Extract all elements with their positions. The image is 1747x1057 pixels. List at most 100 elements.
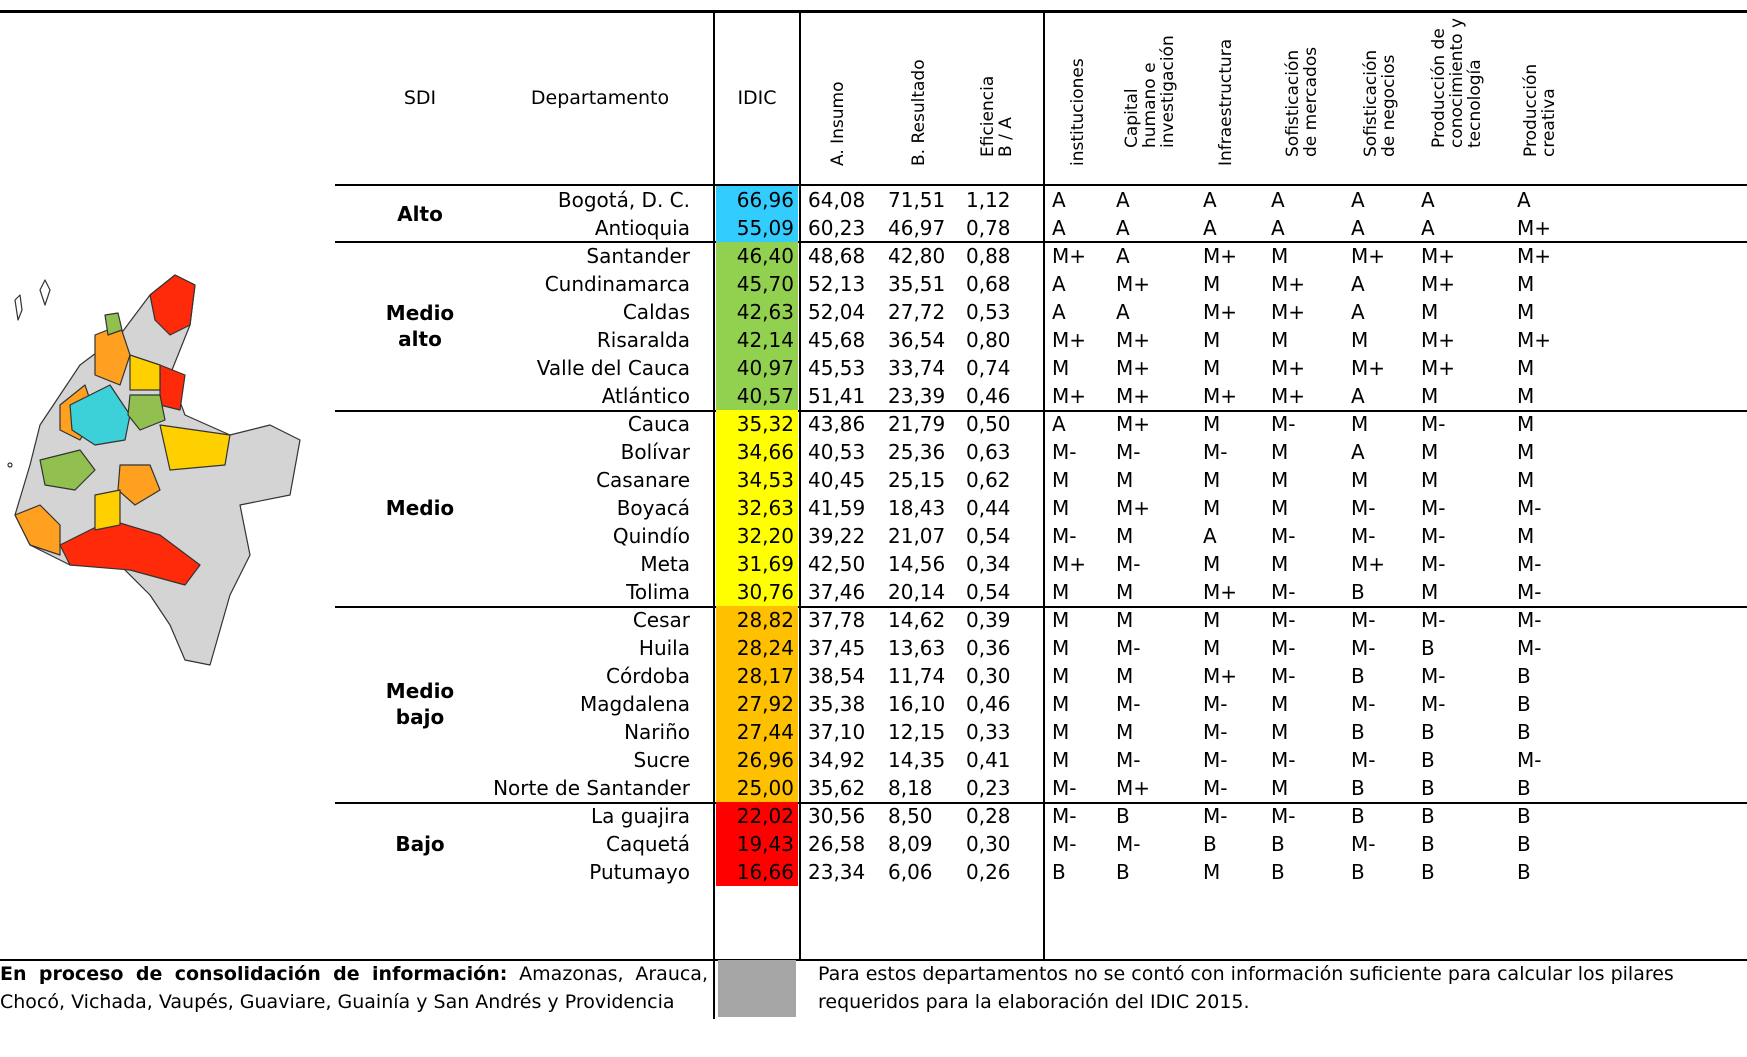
pillar-cell: A [1203, 524, 1217, 548]
pillar-cell: M+ [1271, 356, 1306, 380]
pillar-cell: M+ [1271, 384, 1306, 408]
pillar-cell: B [1116, 804, 1130, 828]
footer-left-bold: En proceso de consolidación de informaci… [0, 963, 508, 985]
pillar-cell: M- [1052, 832, 1077, 856]
resultado-cell: 27,72 [888, 300, 946, 324]
pillar-cell: M [1271, 440, 1289, 464]
departamento-cell: Caldas [622, 300, 690, 324]
pillar-cell: M- [1052, 804, 1077, 828]
departamento-cell: Nariño [624, 720, 690, 744]
pillar-cell: M [1203, 356, 1221, 380]
pillar-cell: M+ [1203, 664, 1238, 688]
pillar-cell: A [1052, 300, 1066, 324]
eficiencia-cell: 0,88 [966, 244, 1011, 268]
pillar-cell: M+ [1421, 244, 1456, 268]
idic-right-rule [799, 13, 801, 960]
pillar-cell: M [1271, 692, 1289, 716]
pillar-cell: A [1517, 188, 1531, 212]
eficiencia-cell: 0,30 [966, 664, 1011, 688]
insumo-cell: 40,45 [808, 468, 866, 492]
pillar-cell: B [1351, 720, 1365, 744]
pillar-cell: B [1517, 860, 1531, 884]
insumo-cell: 30,56 [808, 804, 866, 828]
pillar-cell: A [1351, 188, 1365, 212]
pillar-cell: M [1271, 328, 1289, 352]
pillar-cell: M+ [1116, 412, 1151, 436]
pillar-cell: M [1517, 412, 1535, 436]
pillar-cell: M+ [1203, 384, 1238, 408]
pillar-cell: M [1517, 272, 1535, 296]
footer-left-text: Amazonas, Arauca, Chocó, Vichada, Vaupés… [0, 963, 708, 1013]
pillar-cell: M [1116, 580, 1134, 604]
pillar-cell: M+ [1116, 496, 1151, 520]
sdi-group-label: Medio alto [385, 301, 455, 351]
departamento-cell: Bolívar [620, 440, 690, 464]
idic-cell: 27,44 [716, 718, 798, 746]
sdi-group-label: Medio [385, 496, 455, 520]
pillar-cell: M [1116, 524, 1134, 548]
footer-left: En proceso de consolidación de informaci… [0, 960, 708, 1016]
pillar-cell: M- [1517, 580, 1542, 604]
pillar-cell: M- [1421, 664, 1446, 688]
pillar-cell: M [1271, 468, 1289, 492]
departamento-cell: La guajira [591, 804, 690, 828]
pillar-cell: M [1116, 720, 1134, 744]
pillar-cell: M- [1421, 412, 1446, 436]
eficiencia-cell: 0,54 [966, 580, 1011, 604]
pillar-cell: M- [1052, 440, 1077, 464]
pillar-cell: M [1052, 468, 1070, 492]
map-region-yellow-1 [159, 424, 231, 471]
resultado-cell: 14,35 [888, 748, 946, 772]
eficiencia-cell: 0,78 [966, 216, 1011, 240]
pillar-cell: M- [1351, 636, 1376, 660]
pillar-cell: M [1116, 608, 1134, 632]
group-rule-1 [335, 241, 1747, 243]
idic-cell: 16,66 [716, 858, 798, 886]
departamento-cell: Bogotá, D. C. [557, 188, 690, 212]
resultado-cell: 21,07 [888, 524, 946, 548]
insumo-cell: 23,34 [808, 860, 866, 884]
resultado-cell: 25,15 [888, 468, 946, 492]
idic-cell: 30,76 [716, 578, 798, 606]
resultado-cell: 33,74 [888, 356, 946, 380]
resultado-cell: 16,10 [888, 692, 946, 716]
pillar-cell: M+ [1271, 300, 1306, 324]
departamento-cell: Santander [586, 244, 690, 268]
pillar-cell: M [1517, 300, 1535, 324]
idic-cell: 32,63 [716, 494, 798, 522]
pillar-cell: M [1116, 664, 1134, 688]
resultado-cell: 46,97 [888, 216, 946, 240]
idic-cell: 45,70 [716, 270, 798, 298]
pillar-cell: M [1052, 496, 1070, 520]
map-region-orange-center [117, 464, 161, 506]
pillar-cell: M- [1517, 636, 1542, 660]
pillar-cell: M- [1271, 524, 1296, 548]
header-resultado: B. Resultado [909, 59, 929, 166]
insumo-cell: 60,23 [808, 216, 866, 240]
pillar-cell: M [1421, 580, 1439, 604]
pillar-cell: M+ [1116, 776, 1151, 800]
eficiencia-cell: 0,39 [966, 608, 1011, 632]
eficiencia-cell: 0,74 [966, 356, 1011, 380]
pillar-cell: M- [1203, 748, 1228, 772]
header-bottom-rule [335, 184, 1747, 186]
pillar-cell: A [1351, 272, 1365, 296]
eficiencia-cell: 0,30 [966, 832, 1011, 856]
pillar-cell: A [1116, 300, 1130, 324]
resultado-cell: 12,15 [888, 720, 946, 744]
pillar-cell: M [1052, 636, 1070, 660]
idic-cell: 28,82 [716, 606, 798, 634]
pillar-cell: M- [1271, 804, 1296, 828]
eficiencia-cell: 0,68 [966, 272, 1011, 296]
pillar-cell: M [1421, 440, 1439, 464]
idic-cell: 46,40 [716, 242, 798, 270]
pillar-cell: M+ [1421, 356, 1456, 380]
pillar-cell: M+ [1517, 216, 1552, 240]
group-rule-3 [335, 606, 1747, 608]
pillar-cell: M+ [1052, 328, 1087, 352]
insumo-cell: 52,04 [808, 300, 866, 324]
pillar-cell: B [1116, 860, 1130, 884]
idic-cell: 25,00 [716, 774, 798, 802]
eficiencia-cell: 0,54 [966, 524, 1011, 548]
table-bottom-rule [0, 959, 1747, 961]
